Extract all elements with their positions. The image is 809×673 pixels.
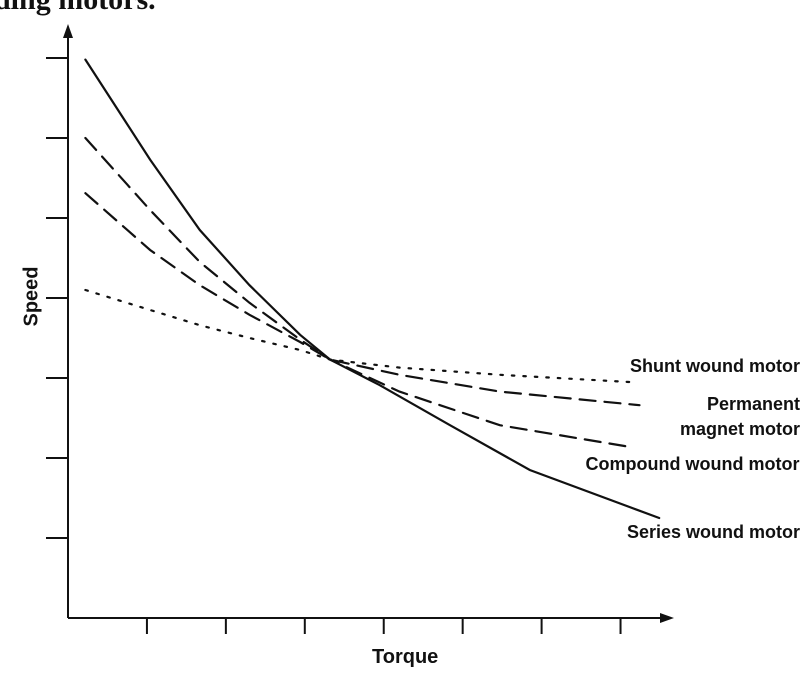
chart-title: ding motors. bbox=[0, 0, 156, 17]
x-axis-label: Torque bbox=[372, 646, 439, 668]
series-line bbox=[84, 136, 631, 448]
x-axis-arrow bbox=[660, 613, 674, 623]
series-line bbox=[84, 192, 641, 407]
series-label: Shunt wound motor bbox=[630, 356, 800, 376]
y-axis-label: Speed bbox=[20, 266, 43, 327]
y-axis-arrow bbox=[63, 24, 73, 38]
series-label: Series wound motor bbox=[626, 522, 800, 542]
series-label: Permanent magnet motor bbox=[679, 394, 800, 439]
series-line bbox=[84, 58, 661, 520]
series-line bbox=[84, 288, 631, 384]
series-label: Compound wound motor bbox=[585, 454, 800, 474]
